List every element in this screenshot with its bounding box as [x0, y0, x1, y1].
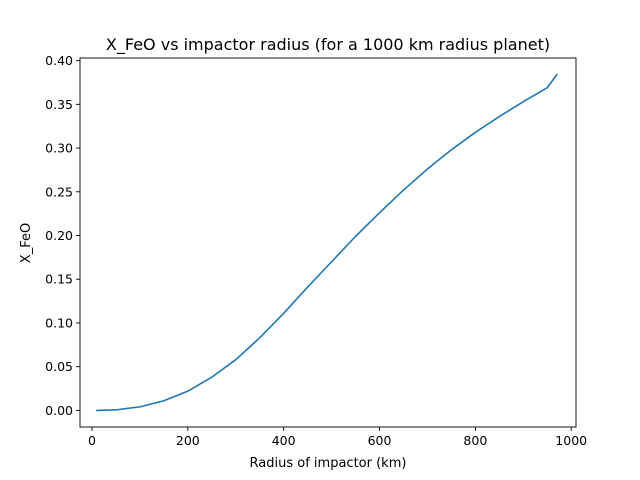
y-tick-label: 0.30: [45, 141, 73, 156]
x-tick-label: 200: [176, 433, 200, 448]
series-line-0: [95, 73, 558, 412]
y-tick-label: 0.35: [45, 97, 73, 112]
y-tick-label: 0.25: [45, 184, 73, 199]
chart-title: X_FeO vs impactor radius (for a 1000 km …: [106, 35, 550, 55]
y-tick-label: 0.40: [45, 53, 73, 68]
x-tick-label: 0: [88, 433, 96, 448]
x-tick-label: 800: [463, 433, 487, 448]
axes-frame: [79, 57, 577, 428]
x-tick-label: 1000: [555, 433, 587, 448]
plot-area: 0 200 400 600 800 1000 0.00 0.05 0.10 0.15 0.20 0.2…: [45, 53, 587, 448]
y-tick-label: 0.20: [45, 228, 73, 243]
x-tick-label: 600: [368, 433, 392, 448]
x-tick-label: 400: [272, 433, 296, 448]
y-axis-label: X_FeO: [19, 223, 34, 263]
y-tick-label: 0.00: [45, 403, 73, 418]
x-axis-label: Radius of impactor (km): [250, 456, 407, 471]
y-tick-label: 0.05: [45, 359, 73, 374]
y-tick-label: 0.10: [45, 315, 73, 330]
y-tick-label: 0.15: [45, 272, 73, 287]
